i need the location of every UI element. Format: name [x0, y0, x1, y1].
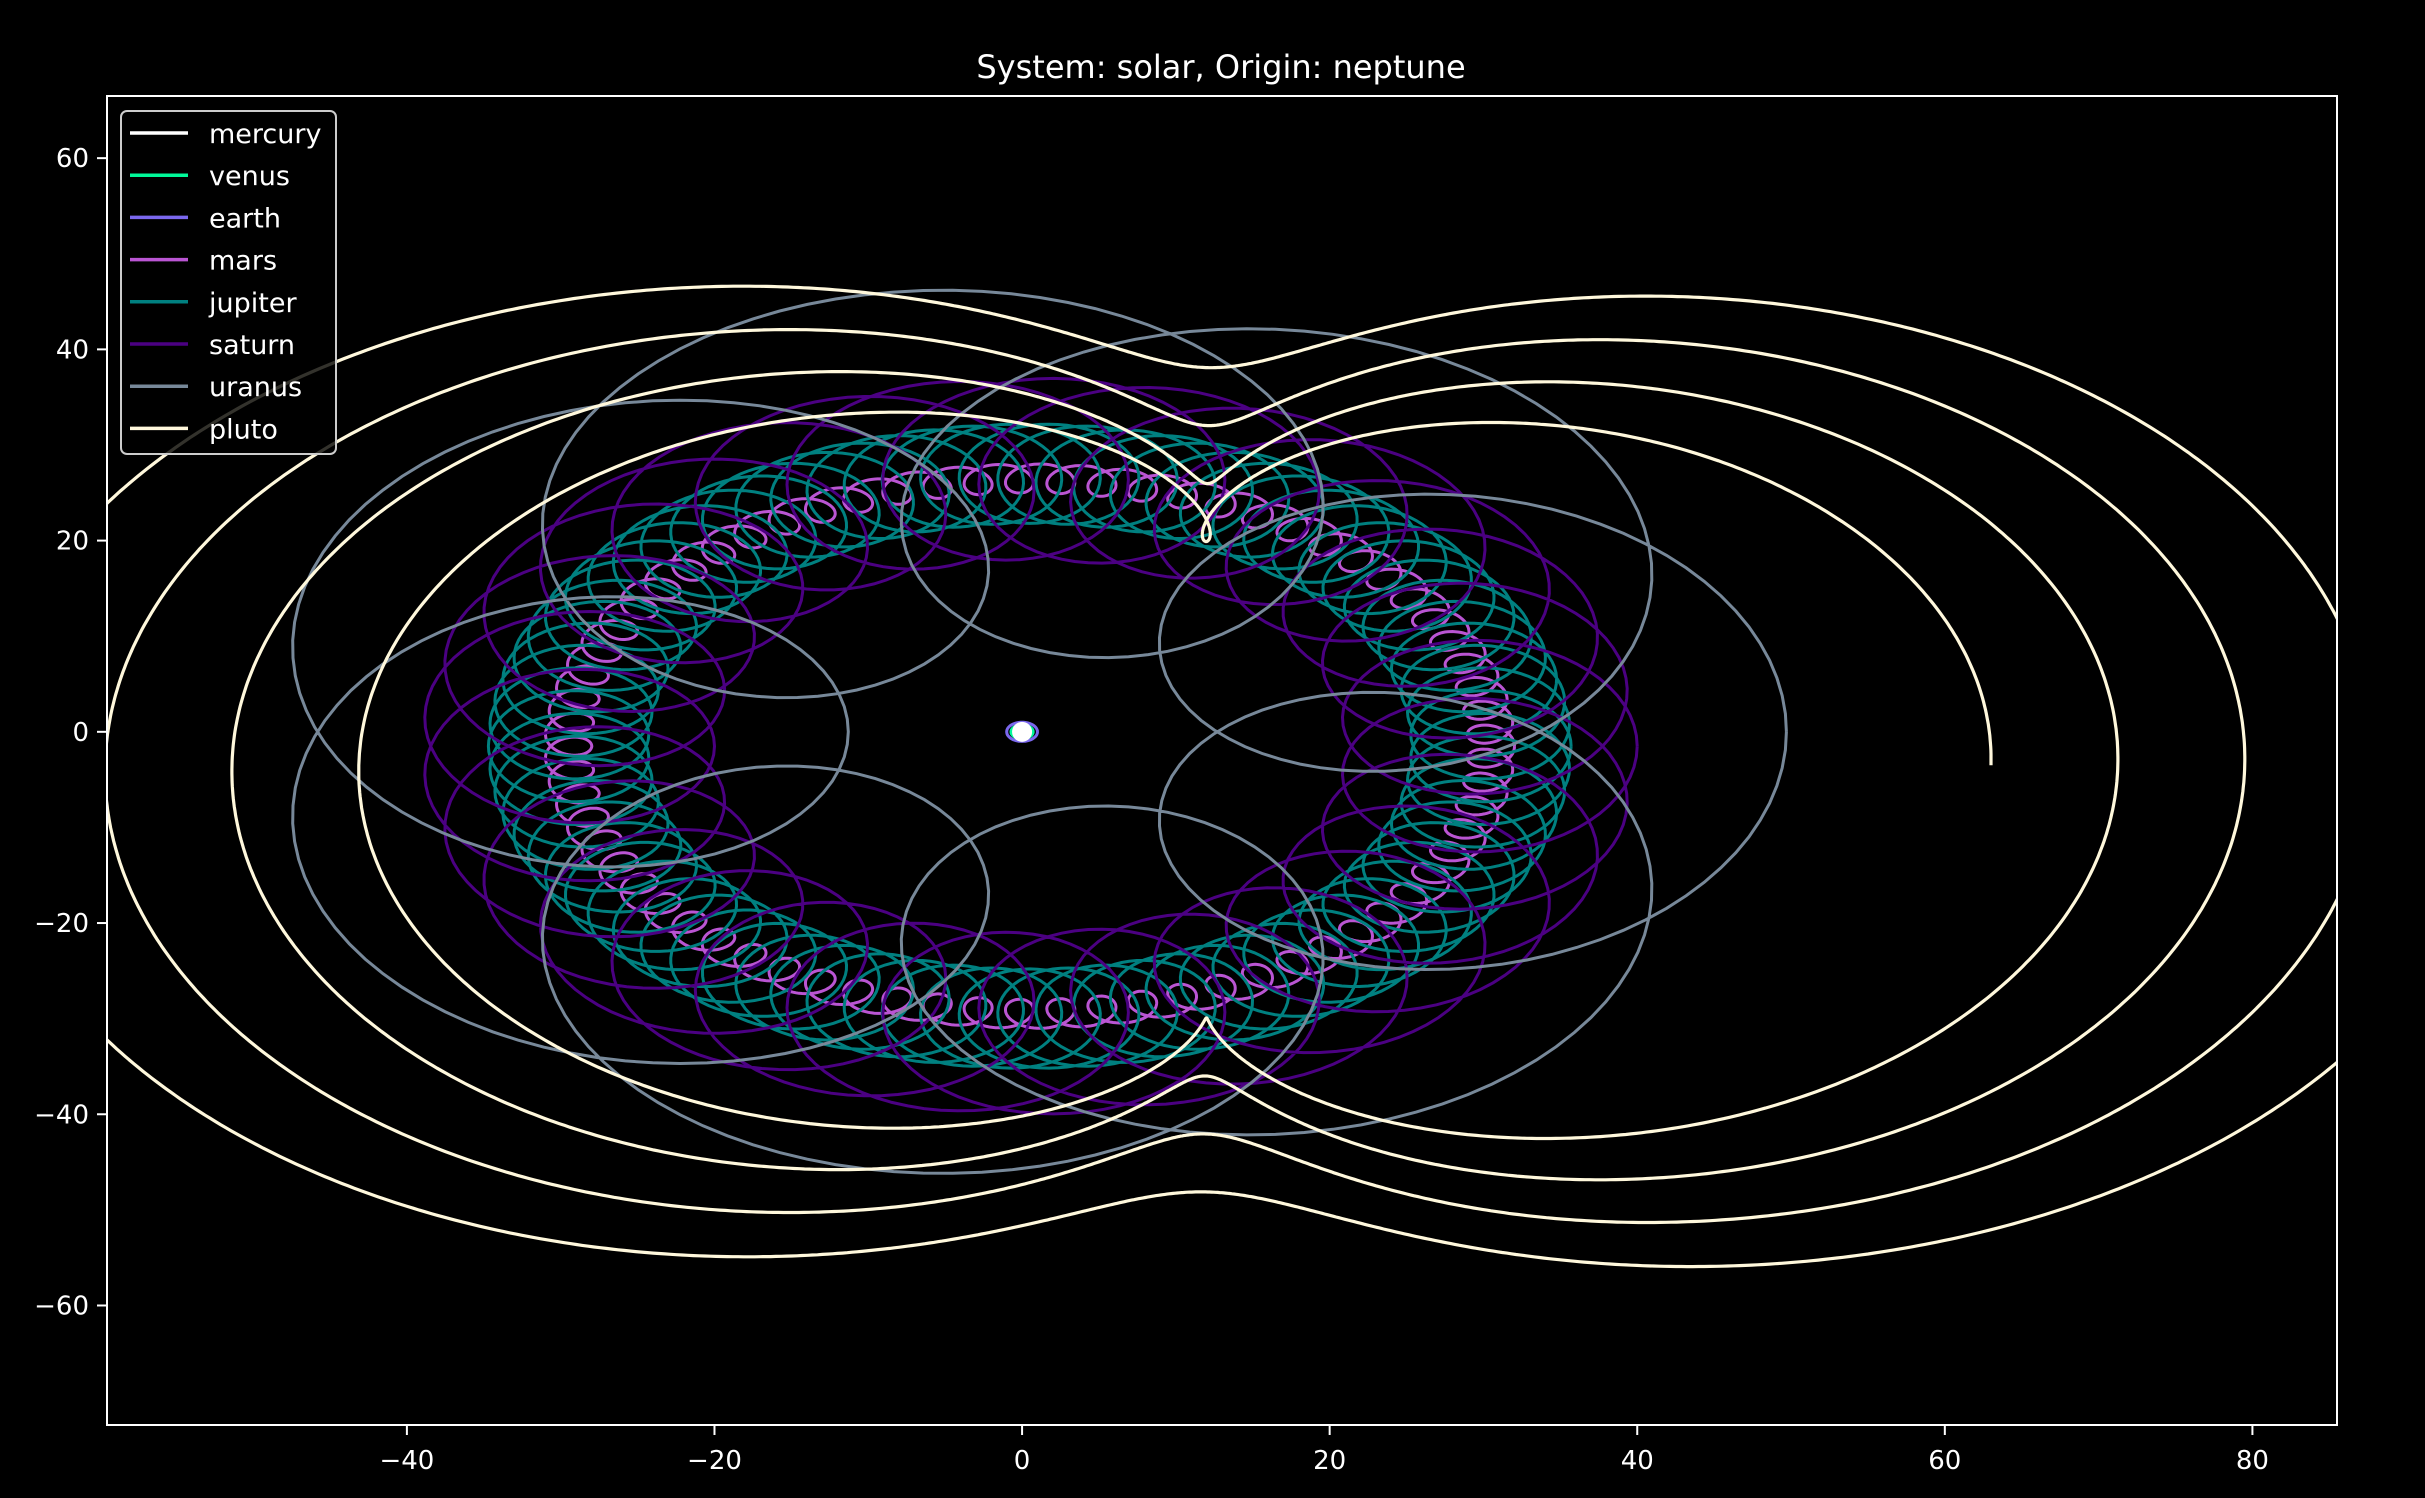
axes: −40 −20 0 20 40 60 80 60 40 20 0 −20 −40 −60	[34, 95, 2338, 1476]
legend-label-uranus: uranus	[209, 372, 302, 403]
chart-title: System: solar, Origin: neptune	[976, 48, 1465, 86]
x-tick-label: 0	[1014, 1446, 1031, 1476]
origin-marker	[1012, 721, 1033, 742]
legend-label-mercury: mercury	[209, 119, 321, 150]
series-pluto	[107, 284, 2337, 1269]
legend-label-saturn: saturn	[209, 330, 295, 361]
x-tick-label: 40	[1621, 1446, 1654, 1476]
x-tick-label: 20	[1313, 1446, 1346, 1476]
series-layer	[107, 284, 2337, 1269]
y-tick-label: −40	[34, 1100, 89, 1130]
series-saturn	[423, 376, 1639, 1116]
legend-label-pluto: pluto	[209, 414, 278, 445]
y-tick-label: 60	[56, 144, 89, 174]
x-tick-label: −20	[687, 1446, 742, 1476]
x-tick-label: −40	[379, 1446, 434, 1476]
y-tick-label: −60	[34, 1291, 89, 1321]
legend-label-jupiter: jupiter	[208, 288, 297, 319]
legend: mercury venus earth mars jupiter saturn uranus…	[120, 110, 337, 455]
x-tick-label: 60	[1928, 1446, 1961, 1476]
series-jupiter	[486, 422, 1573, 1070]
series-venus	[1009, 723, 1035, 741]
y-tick-label: 40	[56, 335, 89, 365]
legend-label-mars: mars	[209, 246, 277, 277]
legend-label-venus: venus	[209, 161, 290, 192]
y-tick-label: 20	[56, 527, 89, 557]
y-tick-label: −20	[34, 909, 89, 939]
series-mars	[543, 462, 1516, 1030]
x-tick-label: 80	[2236, 1446, 2269, 1476]
plot-frame	[106, 95, 2338, 1426]
y-tick-label: 0	[72, 718, 89, 748]
legend-box	[120, 110, 337, 455]
series-earth	[1005, 720, 1039, 743]
legend-label-earth: earth	[209, 203, 281, 234]
